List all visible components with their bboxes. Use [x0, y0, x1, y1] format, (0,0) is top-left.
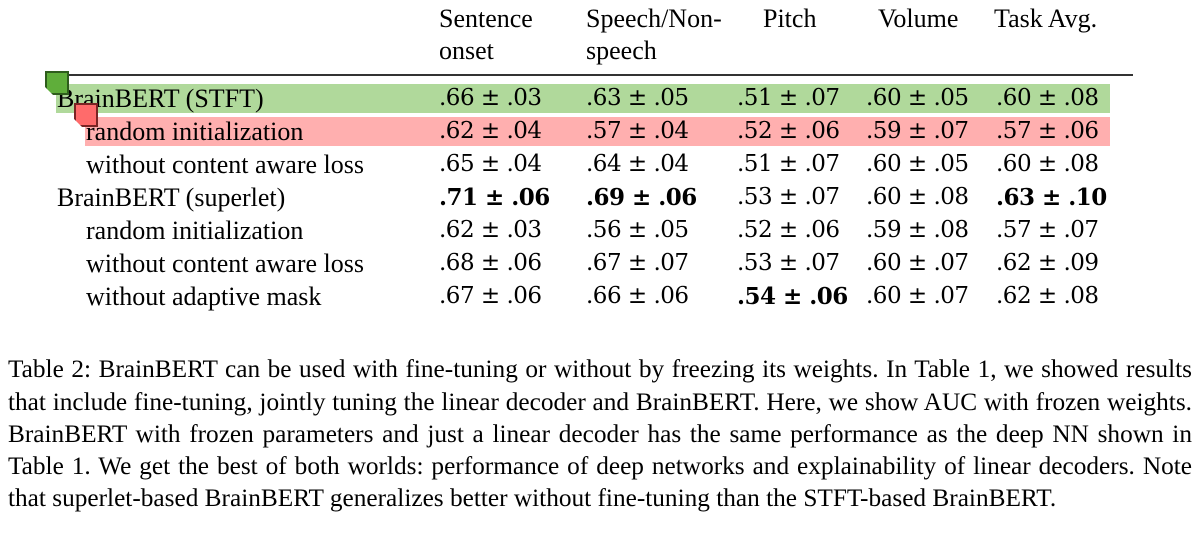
table-cell: .66 ± .06 [586, 283, 689, 309]
table-row: BrainBERT (superlet) .71 ± .06 .69 ± .06… [0, 181, 1203, 214]
table-cell: .53 ± .07 [737, 184, 840, 210]
row-label: BrainBERT (superlet) [57, 183, 286, 212]
table-cell: .60 ± .08 [996, 151, 1099, 177]
column-header-volume: Volume [878, 3, 958, 35]
table-cell: .62 ± .09 [996, 250, 1099, 276]
table-cell-bold: .69 ± .06 [586, 184, 697, 211]
table-cell: .59 ± .08 [866, 217, 969, 243]
table-cell: .64 ± .04 [586, 151, 689, 177]
table-cell-bold: .54 ± .06 [737, 283, 848, 310]
table-cell: .51 ± .07 [737, 151, 840, 177]
table-cell: .57 ± .06 [996, 118, 1099, 144]
table-cell: .66 ± .03 [439, 85, 542, 111]
table-cell: .60 ± .07 [866, 250, 969, 276]
header-line: speech [586, 36, 657, 65]
red-highlight-annotation[interactable] [85, 117, 1110, 146]
table-cell: .53 ± .07 [737, 250, 840, 276]
table-row: BrainBERT (STFT) .66 ± .03 .63 ± .05 .51… [0, 82, 1203, 115]
table-cell: .60 ± .05 [866, 151, 969, 177]
table-row: without adaptive mask .67 ± .06 .66 ± .0… [0, 280, 1203, 313]
header-line: Pitch [763, 4, 817, 33]
column-header-speech-nonspeech: Speech/Non- speech [586, 3, 722, 67]
table-cell: .62 ± .03 [439, 217, 542, 243]
table-cell: .60 ± .08 [996, 85, 1099, 111]
table-row: random initialization .62 ± .03 .56 ± .0… [0, 214, 1203, 247]
table-cell: .63 ± .05 [586, 85, 689, 111]
table-cell: .51 ± .07 [737, 85, 840, 111]
table-cell: .59 ± .07 [866, 118, 969, 144]
table-row: without content aware loss .68 ± .06 .67… [0, 247, 1203, 280]
table-cell: .60 ± .08 [866, 184, 969, 210]
table-caption: Table 2: BrainBERT can be used with fine… [8, 355, 1192, 513]
table-cell: .57 ± .07 [996, 217, 1099, 243]
column-header-task-avg: Task Avg. [994, 3, 1097, 35]
header-line: onset [439, 36, 494, 65]
table-cell: .60 ± .05 [866, 85, 969, 111]
table-cell: .68 ± .06 [439, 250, 542, 276]
header-line: Speech/Non- [586, 4, 722, 33]
table-cell: .52 ± .06 [737, 217, 840, 243]
table-cell: .56 ± .05 [586, 217, 689, 243]
row-label: without content aware loss [86, 249, 364, 278]
table-cell: .62 ± .04 [439, 118, 542, 144]
table-row: without content aware loss .65 ± .04 .64… [0, 148, 1203, 181]
column-header-sentence-onset: Sentence onset [439, 3, 533, 67]
row-label: without adaptive mask [86, 282, 322, 311]
header-line: Volume [878, 4, 959, 33]
header-rule [55, 74, 1133, 76]
red-sticky-note-icon[interactable] [74, 103, 98, 127]
table-row: random initialization .62 ± .04 .57 ± .0… [0, 115, 1203, 148]
table-cell-bold: .71 ± .06 [439, 184, 550, 211]
header-line: Sentence [439, 4, 533, 33]
table-cell: .60 ± .07 [866, 283, 969, 309]
header-line: Task Avg. [994, 4, 1098, 33]
green-sticky-note-icon[interactable] [45, 71, 69, 95]
table-cell: .67 ± .06 [439, 283, 542, 309]
table-cell: .57 ± .04 [586, 118, 689, 144]
table-cell: .52 ± .06 [737, 118, 840, 144]
green-highlight-annotation[interactable] [56, 84, 1110, 113]
row-label: random initialization [86, 216, 304, 245]
table-cell-bold: .63 ± .10 [996, 184, 1107, 211]
table-cell: .62 ± .08 [996, 283, 1099, 309]
table-cell: .67 ± .07 [586, 250, 689, 276]
column-header-pitch: Pitch [763, 3, 816, 35]
row-label: without content aware loss [86, 150, 364, 179]
row-label: random initialization [86, 117, 304, 146]
table-cell: .65 ± .04 [439, 151, 542, 177]
